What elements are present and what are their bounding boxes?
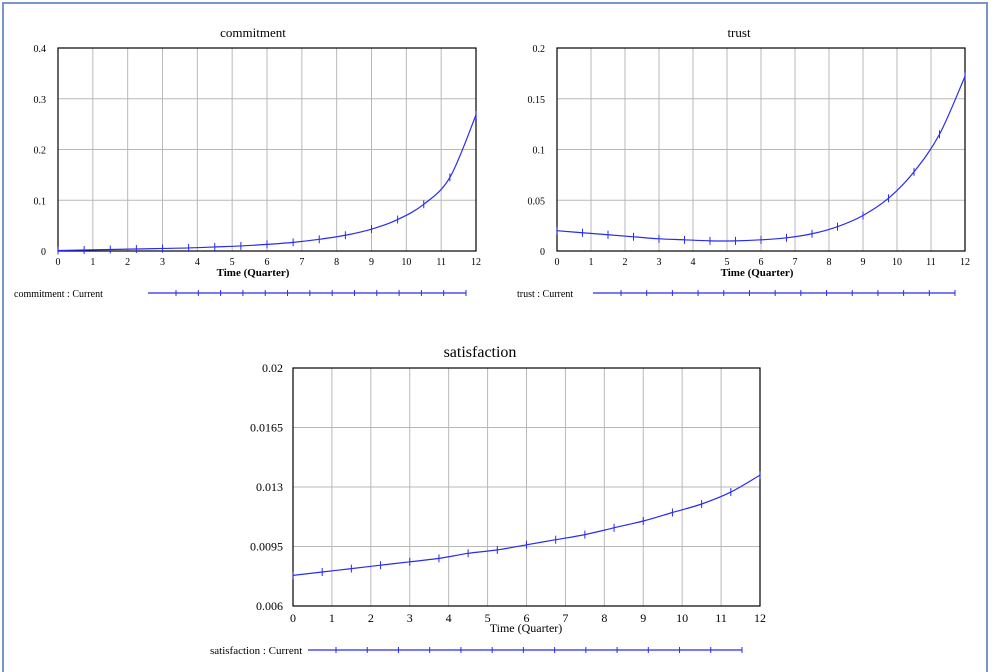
x-tick-label: 0 [290,611,296,625]
y-tick-label: 0.3 [34,95,47,106]
x-tick-label: 10 [892,257,902,268]
x-tick-label: 9 [640,611,646,625]
y-tick-label: 0.05 [528,196,546,207]
chart-satisfaction-svg: satisfaction Time (Quarter) satisfaction… [210,344,766,657]
x-tick-label: 11 [715,611,727,625]
x-tick-label: 10 [401,257,411,268]
x-tick-label: 8 [601,611,607,625]
y-tick-label: 0.013 [256,480,283,494]
y-tick-label: 0 [41,247,46,258]
x-tick-label: 0 [56,257,61,268]
x-tick-label: 8 [827,257,832,268]
x-axis-label: Time (Quarter) [721,267,794,279]
y-tick-label: 0.0095 [250,540,283,554]
chart-commitment-svg: commitment Time (Quarter) commitment : C… [14,25,481,300]
x-tick-label: 5 [485,611,491,625]
x-axis-label: Time (Quarter) [217,267,290,279]
plot-border [556,47,966,252]
x-tick-label: 12 [960,257,970,268]
plot-border [57,47,477,252]
x-tick-label: 12 [754,611,766,625]
plot-border [292,367,761,607]
x-tick-label: 6 [524,611,530,625]
x-tick-label: 3 [657,257,662,268]
x-tick-label: 2 [623,257,628,268]
y-tick-label: 0.02 [262,361,283,375]
x-tick-label: 12 [471,257,481,268]
x-tick-label: 7 [299,257,304,268]
x-tick-label: 8 [334,257,339,268]
y-tick-label: 0.15 [528,95,546,106]
y-tick-label: 0 [540,247,545,258]
legend-label: trust : Current [517,289,573,300]
y-tick-label: 0.1 [34,196,47,207]
y-tick-label: 0.1 [533,146,546,157]
x-tick-label: 4 [446,611,452,625]
x-tick-label: 9 [369,257,374,268]
x-tick-label: 5 [230,257,235,268]
x-tick-label: 2 [368,611,374,625]
x-tick-label: 11 [926,257,936,268]
x-tick-label: 6 [265,257,270,268]
x-tick-label: 1 [589,257,594,268]
x-tick-label: 9 [861,257,866,268]
x-tick-label: 1 [90,257,95,268]
x-tick-label: 5 [725,257,730,268]
x-tick-label: 11 [436,257,446,268]
chart-satisfaction: satisfaction Time (Quarter) satisfaction… [190,330,810,664]
x-axis-label: Time (Quarter) [490,621,563,635]
x-tick-label: 6 [759,257,764,268]
x-tick-label: 2 [125,257,130,268]
x-tick-label: 7 [793,257,798,268]
y-tick-label: 0.006 [256,599,283,613]
x-tick-label: 3 [407,611,413,625]
x-tick-label: 3 [160,257,165,268]
chart-commitment: commitment Time (Quarter) commitment : C… [0,0,500,310]
x-tick-label: 7 [562,611,568,625]
y-tick-label: 0.2 [34,146,47,157]
y-tick-label: 0.2 [533,44,546,55]
y-tick-label: 0.4 [34,44,47,55]
x-tick-label: 1 [329,611,335,625]
chart-title: commitment [220,25,286,40]
legend-label: commitment : Current [14,289,103,300]
chart-title: trust [727,25,751,40]
x-tick-label: 4 [691,257,696,268]
x-tick-label: 4 [195,257,200,268]
x-tick-label: 0 [555,257,560,268]
x-tick-label: 10 [676,611,688,625]
y-tick-label: 0.0165 [250,421,283,435]
chart-title: satisfaction [444,344,517,361]
legend-label: satisfaction : Current [210,645,302,657]
